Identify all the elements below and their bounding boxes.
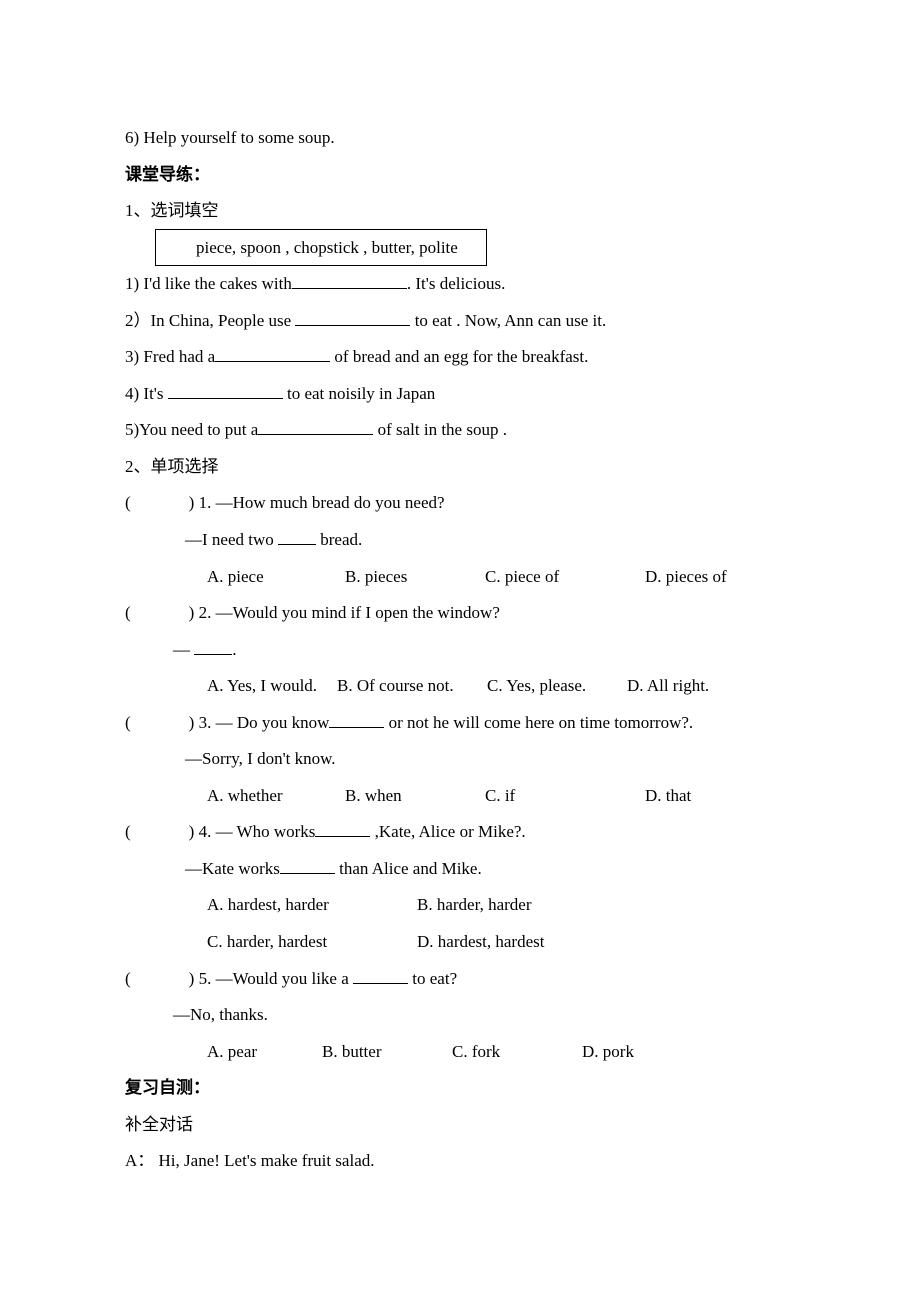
fill-blank[interactable] — [215, 361, 330, 362]
fill-q2: 2）In China, People use to eat . Now, Ann… — [125, 303, 795, 340]
mc-q1-resp-b: bread. — [316, 530, 362, 549]
mc-q3-options: A. whetherB. whenC. ifD. that — [125, 778, 795, 815]
fill-blank[interactable] — [278, 544, 316, 545]
mc-q4-resp-b: than Alice and Mike. — [335, 859, 482, 878]
option-a[interactable]: A. pear — [207, 1034, 322, 1071]
paren-open: ( — [125, 969, 131, 988]
paren-open: ( — [125, 493, 131, 512]
option-b[interactable]: B. butter — [322, 1034, 452, 1071]
mc-q5-prompt: ( ) 5. —Would you like a to eat? — [125, 961, 795, 998]
fill-blank[interactable] — [292, 288, 407, 289]
option-c[interactable]: C. if — [485, 778, 645, 815]
word-box-row: piece, spoon , chopstick , butter, polit… — [125, 230, 795, 267]
paren-open: ( — [125, 713, 131, 732]
exercise-1-title: 1、选词填空 — [125, 193, 795, 230]
fill-blank[interactable] — [168, 398, 283, 399]
option-b[interactable]: B. when — [345, 778, 485, 815]
option-c[interactable]: C. fork — [452, 1034, 582, 1071]
dialogue-line-a: A： Hi, Jane! Let's make fruit salad. — [125, 1143, 795, 1180]
option-d[interactable]: D. All right. — [627, 668, 709, 705]
fill-q1: 1) I'd like the cakes with . It's delicio… — [125, 266, 795, 303]
mc-q3-prompt-text-a: ) 3. — Do you know — [189, 713, 330, 732]
option-c[interactable]: C. piece of — [485, 559, 645, 596]
mc-q1-options: A. pieceB. piecesC. piece ofD. pieces of — [125, 559, 795, 596]
fill-q2-text-b: to eat . Now, Ann can use it. — [410, 311, 606, 330]
fill-blank[interactable] — [194, 654, 232, 655]
fill-q5-text-b: of salt in the soup . — [373, 420, 507, 439]
mc-q1-response: —I need two bread. — [125, 522, 795, 559]
mc-q4-prompt-text-a: ) 4. — Who works — [189, 822, 316, 841]
fill-q5-text-a: 5)You need to put a — [125, 420, 258, 439]
word-box: piece, spoon , chopstick , butter, polit… — [155, 229, 487, 266]
fill-blank[interactable] — [353, 983, 408, 984]
mc-q2-resp-b: . — [232, 640, 236, 659]
mc-q1-prompt-text: ) 1. —How much bread do you need? — [189, 493, 445, 512]
fill-q3-text-b: of bread and an egg for the breakfast. — [330, 347, 588, 366]
section-heading-classroom: 课堂导练： — [125, 157, 795, 194]
mc-q4-prompt-text-b: ,Kate, Alice or Mike?. — [370, 822, 525, 841]
mc-q3-prompt: ( ) 3. — Do you know or not he will come … — [125, 705, 795, 742]
fill-q2-text-a: 2）In China, People use — [125, 311, 295, 330]
option-c[interactable]: C. harder, hardest — [207, 924, 417, 961]
mc-q4-response: —Kate works than Alice and Mike. — [125, 851, 795, 888]
mc-q4-resp-a: —Kate works — [185, 859, 280, 878]
option-a[interactable]: A. piece — [207, 559, 345, 596]
mc-q4-options-row2: C. harder, hardestD. hardest, hardest — [125, 924, 795, 961]
fill-q1-text-a: 1) I'd like the cakes with — [125, 274, 292, 293]
paren-open: ( — [125, 603, 131, 622]
mc-q2-resp-a: — — [173, 640, 194, 659]
paren-open: ( — [125, 822, 131, 841]
fill-q5: 5)You need to put a of salt in the soup … — [125, 412, 795, 449]
intro-sentence-6: 6) Help yourself to some soup. — [125, 120, 795, 157]
mc-q4-prompt: ( ) 4. — Who works ,Kate, Alice or Mike?. — [125, 814, 795, 851]
mc-q3-prompt-text-b: or not he will come here on time tomorro… — [384, 713, 693, 732]
option-a[interactable]: A. Yes, I would. — [207, 668, 337, 705]
option-b[interactable]: B. Of course not. — [337, 668, 487, 705]
option-d[interactable]: D. hardest, hardest — [417, 924, 544, 961]
mc-q3-response: —Sorry, I don't know. — [125, 741, 795, 778]
fill-blank[interactable] — [258, 434, 373, 435]
fill-q1-text-b: . It's delicious. — [407, 274, 505, 293]
mc-q4-options-row1: A. hardest, harderB. harder, harder — [125, 887, 795, 924]
fill-blank[interactable] — [329, 727, 384, 728]
mc-q1-prompt: ( ) 1. —How much bread do you need? — [125, 485, 795, 522]
fill-q4-text-a: 4) It's — [125, 384, 168, 403]
mc-q5-prompt-text-a: ) 5. —Would you like a — [189, 969, 353, 988]
fill-blank[interactable] — [315, 836, 370, 837]
option-a[interactable]: A. hardest, harder — [207, 887, 417, 924]
fill-q4: 4) It's to eat noisily in Japan — [125, 376, 795, 413]
option-b[interactable]: B. harder, harder — [417, 887, 531, 924]
mc-q1-resp-a: —I need two — [185, 530, 278, 549]
section-heading-review: 复习自测： — [125, 1070, 795, 1107]
mc-q2-response: — . — [125, 632, 795, 669]
option-b[interactable]: B. pieces — [345, 559, 485, 596]
mc-q2-options: A. Yes, I would.B. Of course not.C. Yes,… — [125, 668, 795, 705]
fill-blank[interactable] — [295, 325, 410, 326]
option-d[interactable]: D. that — [645, 778, 691, 815]
mc-q2-prompt: ( ) 2. —Would you mind if I open the wind… — [125, 595, 795, 632]
option-d[interactable]: D. pork — [582, 1034, 634, 1071]
mc-q5-prompt-text-b: to eat? — [408, 969, 457, 988]
option-a[interactable]: A. whether — [207, 778, 345, 815]
mc-q5-options: A. pearB. butterC. forkD. pork — [125, 1034, 795, 1071]
fill-q4-text-b: to eat noisily in Japan — [283, 384, 436, 403]
fill-blank[interactable] — [280, 873, 335, 874]
exercise-2-title: 2、单项选择 — [125, 449, 795, 486]
mc-q2-prompt-text: ) 2. —Would you mind if I open the windo… — [189, 603, 500, 622]
option-d[interactable]: D. pieces of — [645, 559, 727, 596]
fill-q3: 3) Fred had a of bread and an egg for th… — [125, 339, 795, 376]
review-subtitle: 补全对话 — [125, 1107, 795, 1144]
fill-q3-text-a: 3) Fred had a — [125, 347, 215, 366]
mc-q5-response: —No, thanks. — [125, 997, 795, 1034]
option-c[interactable]: C. Yes, please. — [487, 668, 627, 705]
